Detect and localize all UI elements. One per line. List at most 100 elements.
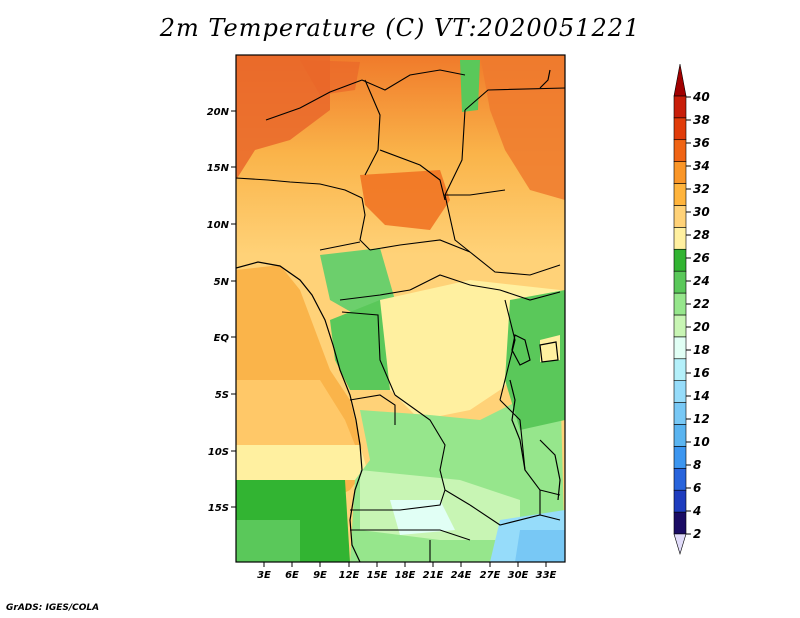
colorbar-label-8: 8 xyxy=(693,458,701,472)
colorbar-box-6 xyxy=(673,380,687,403)
lon-label-9e: 9E xyxy=(313,570,327,581)
colorbar-tick-32: 32 xyxy=(686,182,710,196)
colorbar-boxes xyxy=(673,63,687,556)
colorbar-label-24: 24 xyxy=(693,274,710,288)
colorbar-label-12: 12 xyxy=(693,412,710,426)
lon-tick-12e: 12E xyxy=(339,562,360,581)
colorbar-box-20 xyxy=(673,63,687,97)
lon-tick-21e: 21E xyxy=(423,562,444,581)
lon-label-30e: 30E xyxy=(508,570,529,581)
lon-tick-30e: 30E xyxy=(508,562,529,581)
lat-tick-5n: 5N xyxy=(214,277,236,288)
colorbar-tick-34: 34 xyxy=(686,159,710,173)
colorbar-box-9 xyxy=(673,314,687,338)
lat-tick-eq: EQ xyxy=(214,333,236,344)
colorbar-box-12 xyxy=(673,248,687,272)
lon-tick-6e: 6E xyxy=(285,562,299,581)
colorbar-tick-24: 24 xyxy=(686,274,710,288)
colorbar-box-4 xyxy=(673,424,687,447)
colorbar-label-10: 10 xyxy=(693,435,710,449)
colorbar-tick-18: 18 xyxy=(686,343,710,357)
colorbar-tick-26: 26 xyxy=(686,251,710,265)
longitude-axis: 3E 6E 9E 12E 15E 18E 21E 24E 27E 30E 33E xyxy=(257,562,557,581)
lon-tick-18e: 18E xyxy=(395,562,416,581)
colorbar-box-14 xyxy=(673,205,687,228)
lat-tick-10s: 10S xyxy=(208,447,236,458)
lon-label-15e: 15E xyxy=(367,570,388,581)
colorbar-tick-22: 22 xyxy=(686,297,710,311)
lon-label-27e: 27E xyxy=(480,570,501,581)
colorbar-tick-12: 12 xyxy=(686,412,710,426)
colorbar-label-40: 40 xyxy=(692,90,710,104)
lat-tick-10n: 10N xyxy=(207,220,236,231)
colorbar-label-22: 22 xyxy=(693,297,710,311)
colorbar-tick-16: 16 xyxy=(686,366,710,380)
lon-label-12e: 12E xyxy=(339,570,360,581)
colorbar-tick-6: 6 xyxy=(686,481,701,495)
lat-tick-15n: 15N xyxy=(207,163,236,174)
lon-label-24e: 24E xyxy=(451,570,472,581)
grads-credit: GrADS: IGES/COLA xyxy=(6,603,100,613)
colorbar-labels: 2 4 6 8 10 12 14 16 18 20 22 24 26 28 30… xyxy=(686,90,710,541)
lat-label-eq: EQ xyxy=(214,333,230,344)
colorbar-box-3 xyxy=(673,446,687,469)
colorbar-label-2: 2 xyxy=(693,527,701,541)
colorbar-tick-14: 14 xyxy=(686,389,710,403)
lon-tick-9e: 9E xyxy=(313,562,327,581)
lat-label-5n: 5N xyxy=(214,277,230,288)
colorbar-label-4: 4 xyxy=(692,504,701,518)
lon-tick-3e: 3E xyxy=(257,562,271,581)
map-title: 2m Temperature (C) VT:2020051221 xyxy=(159,14,641,42)
lon-label-6e: 6E xyxy=(285,570,299,581)
lat-tick-15s: 15S xyxy=(208,503,236,514)
map-shading xyxy=(236,55,565,562)
colorbar-tick-8: 8 xyxy=(686,458,701,472)
colorbar-box-17 xyxy=(673,139,687,162)
lon-tick-15e: 15E xyxy=(367,562,388,581)
colorbar-box-2 xyxy=(673,467,687,491)
colorbar-label-14: 14 xyxy=(693,389,710,403)
colorbar-box-5 xyxy=(673,402,687,425)
colorbar-box-13 xyxy=(673,227,687,250)
country-borders xyxy=(236,69,565,562)
colorbar-box-0 xyxy=(673,511,687,535)
colorbar-tick-38: 38 xyxy=(686,113,710,127)
lat-label-10s: 10S xyxy=(208,447,229,458)
lon-label-18e: 18E xyxy=(395,570,416,581)
lat-label-5s: 5S xyxy=(215,390,229,401)
colorbar-tick-36: 36 xyxy=(686,136,710,150)
lat-tick-20n: 20N xyxy=(207,107,236,118)
colorbar-tick-2: 2 xyxy=(686,527,701,541)
colorbar-label-28: 28 xyxy=(693,228,710,242)
colorbar-label-26: 26 xyxy=(693,251,710,265)
colorbar-tick-10: 10 xyxy=(686,435,710,449)
coastline xyxy=(236,69,561,562)
lat-label-15n: 15N xyxy=(207,163,230,174)
colorbar-tick-40: 40 xyxy=(686,90,710,104)
colorbar-box-19 xyxy=(673,95,687,119)
colorbar-label-18: 18 xyxy=(693,343,710,357)
colorbar-tick-20: 20 xyxy=(686,320,710,334)
colorbar-box-16 xyxy=(673,161,687,184)
colorbar-tick-4: 4 xyxy=(686,504,701,518)
lon-label-3e: 3E xyxy=(257,570,271,581)
colorbar-box-7 xyxy=(673,358,687,381)
colorbar-under-triangle xyxy=(673,533,687,556)
colorbar-label-34: 34 xyxy=(693,159,710,173)
colorbar-box-11 xyxy=(673,270,687,294)
colorbar-box-1 xyxy=(673,489,687,513)
lat-label-10n: 10N xyxy=(207,220,230,231)
map-frame xyxy=(235,54,566,563)
colorbar-label-38: 38 xyxy=(693,113,710,127)
latitude-axis: 20N 15N 10N 5N EQ 5S 10S 15S xyxy=(207,107,236,514)
temperature-colorbar: 2 4 6 8 10 12 14 16 18 20 22 24 26 28 30… xyxy=(673,63,710,556)
colorbar-tick-30: 30 xyxy=(686,205,710,219)
colorbar-box-18 xyxy=(673,117,687,141)
colorbar-label-30: 30 xyxy=(693,205,710,219)
colorbar-box-10 xyxy=(673,292,687,316)
lat-tick-5s: 5S xyxy=(215,390,236,401)
lon-tick-24e: 24E xyxy=(451,562,472,581)
lat-label-15s: 15S xyxy=(208,503,229,514)
colorbar-box-15 xyxy=(673,183,687,206)
